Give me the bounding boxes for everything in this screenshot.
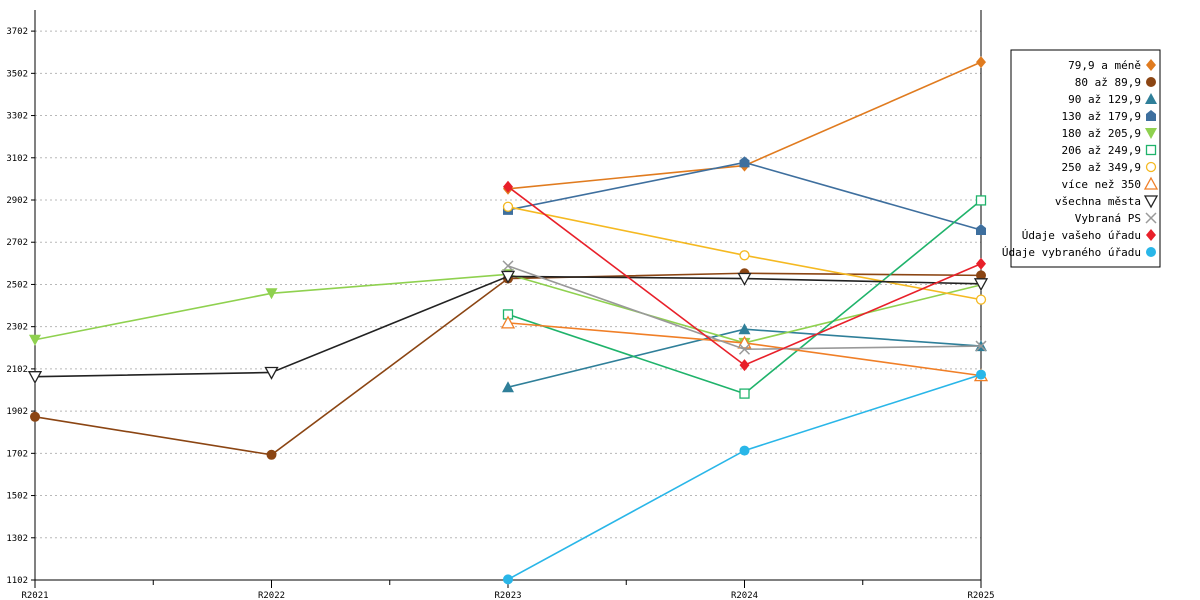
y-tick-label: 1302 bbox=[6, 534, 28, 544]
data-point bbox=[976, 56, 986, 69]
grid-lines bbox=[35, 30, 981, 539]
y-tick-label: 1702 bbox=[6, 449, 28, 459]
data-point bbox=[265, 288, 278, 300]
legend-marker bbox=[1143, 195, 1159, 209]
data-point bbox=[503, 574, 513, 585]
legend-label: 130 až 179,9 bbox=[1062, 110, 1141, 123]
data-point bbox=[739, 359, 750, 372]
data-point bbox=[976, 270, 986, 281]
data-point bbox=[739, 250, 750, 261]
data-point bbox=[30, 411, 40, 422]
legend-marker bbox=[1146, 110, 1156, 121]
y-tick-label: 2102 bbox=[6, 365, 28, 375]
legend-marker bbox=[1146, 247, 1156, 257]
data-point bbox=[502, 381, 514, 393]
series-8 bbox=[27, 270, 989, 385]
legend-label: více než 350 bbox=[1062, 178, 1141, 191]
series-6 bbox=[502, 201, 987, 305]
series-0 bbox=[503, 56, 986, 195]
series-line bbox=[34, 272, 982, 456]
legend-marker bbox=[1145, 128, 1157, 139]
tick-labels: 1102 1302 1502 1702 1902 2102 2302 2502 2702 2902… bbox=[6, 27, 994, 600]
legend-marker bbox=[1145, 93, 1157, 104]
y-tick-label: 1502 bbox=[6, 492, 28, 502]
legend-label: všechna města bbox=[1055, 195, 1141, 208]
series bbox=[27, 56, 989, 585]
data-point bbox=[976, 223, 986, 235]
data-point bbox=[976, 257, 986, 270]
legend-box bbox=[1010, 49, 1161, 268]
data-point bbox=[738, 343, 751, 355]
legend-label: Vybraná PS bbox=[1075, 212, 1141, 225]
legend-marker bbox=[1146, 77, 1156, 87]
legend-marker bbox=[1145, 144, 1157, 156]
y-tick-label: 2502 bbox=[6, 280, 28, 290]
series-line bbox=[507, 373, 982, 581]
y-tick-label: 2902 bbox=[6, 196, 28, 206]
legend-marker bbox=[1145, 161, 1157, 173]
legend-label: 90 až 129,9 bbox=[1068, 93, 1141, 106]
y-tick-label: 3102 bbox=[6, 154, 28, 164]
series-1 bbox=[30, 268, 986, 460]
legend-marker bbox=[1145, 212, 1157, 224]
legend-label: 206 až 249,9 bbox=[1062, 144, 1141, 157]
data-point bbox=[973, 278, 989, 292]
legend-marker bbox=[1146, 59, 1156, 71]
series-10 bbox=[503, 180, 986, 372]
data-point bbox=[739, 156, 750, 168]
data-point bbox=[502, 201, 514, 212]
data-point bbox=[500, 315, 516, 329]
y-tick-label: 2302 bbox=[6, 323, 28, 333]
legend-label: 79,9 a méně bbox=[1068, 59, 1141, 72]
data-point bbox=[738, 323, 751, 335]
data-point bbox=[976, 369, 986, 380]
x-tick-label: R2025 bbox=[967, 591, 994, 600]
data-point bbox=[737, 272, 752, 286]
y-tick-label: 3302 bbox=[6, 112, 28, 122]
series-2 bbox=[502, 323, 987, 393]
series-line bbox=[507, 161, 982, 231]
series-11 bbox=[503, 369, 986, 585]
data-point bbox=[29, 334, 41, 346]
data-point bbox=[27, 371, 43, 385]
data-point bbox=[264, 366, 279, 380]
y-tick-label: 2702 bbox=[6, 238, 28, 248]
x-tick-label: R2023 bbox=[494, 591, 521, 600]
y-tick-label: 3702 bbox=[6, 27, 28, 37]
legend-marker bbox=[1146, 229, 1156, 241]
data-point bbox=[266, 449, 277, 460]
y-tick-label: 3502 bbox=[6, 69, 28, 79]
x-tick-label: R2022 bbox=[258, 591, 285, 600]
y-tick-label: 1102 bbox=[6, 576, 28, 586]
legend-label: Údaje vašeho úřadu bbox=[1022, 229, 1141, 242]
data-point bbox=[737, 335, 752, 349]
legend-label: 180 až 205,9 bbox=[1062, 127, 1141, 140]
axes bbox=[34, 10, 982, 581]
x-tick-label: R2021 bbox=[21, 591, 48, 600]
legend-label: 80 až 89,9 bbox=[1075, 76, 1141, 89]
data-point bbox=[500, 270, 516, 284]
series-9 bbox=[502, 260, 987, 355]
legend: 79,9 a méně 80 až 89,9 90 až 129,9 130 až 1… bbox=[1002, 49, 1161, 268]
y-tick-label: 1902 bbox=[6, 407, 28, 417]
data-point bbox=[502, 260, 514, 272]
x-tick-label: R2024 bbox=[731, 591, 758, 600]
data-point bbox=[975, 340, 987, 352]
legend-marker bbox=[1143, 176, 1159, 190]
data-point bbox=[739, 388, 750, 399]
data-point bbox=[975, 195, 987, 206]
data-point bbox=[503, 180, 513, 193]
data-point bbox=[739, 445, 750, 456]
legend-label: Údaje vybraného úřadu bbox=[1002, 246, 1141, 259]
legend-label: 250 až 349,9 bbox=[1062, 161, 1141, 174]
series-5 bbox=[502, 195, 987, 399]
data-point bbox=[975, 294, 987, 305]
